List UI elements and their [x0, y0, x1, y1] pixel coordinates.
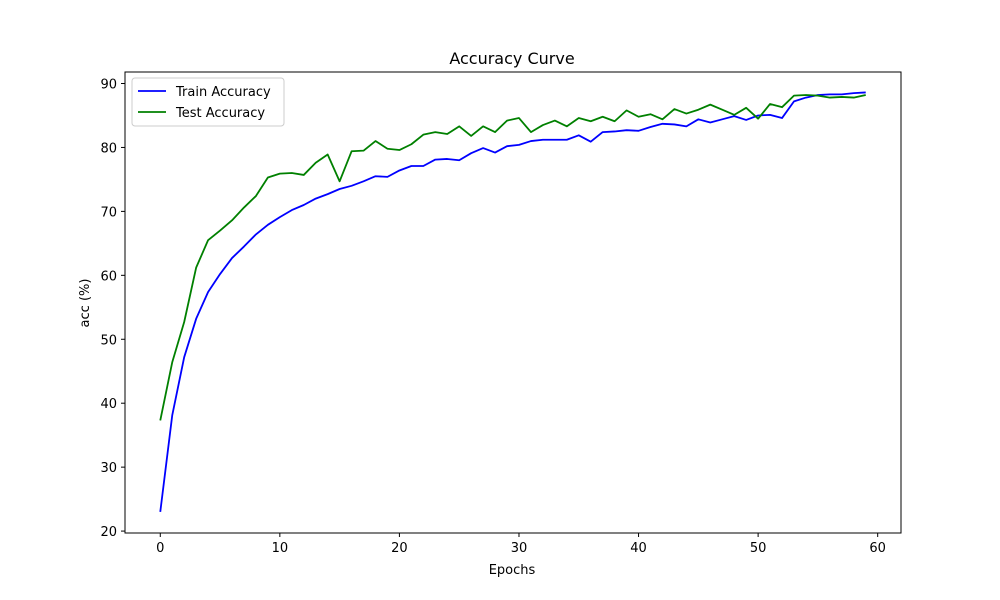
plot-frame	[124, 71, 902, 534]
y-tick-label: 80	[100, 141, 117, 156]
legend: Train Accuracy Test Accuracy	[131, 77, 285, 127]
legend-box	[131, 77, 285, 127]
x-tick-label: 30	[511, 541, 528, 556]
series-lines	[159, 91, 866, 513]
series-line-train-accuracy	[159, 91, 866, 513]
legend-label: Train Accuracy	[175, 85, 271, 100]
x-axis-label: Epochs	[489, 563, 536, 578]
x-tick-label: 40	[630, 541, 647, 556]
plot-area	[125, 72, 901, 533]
x-axis-ticks: 0 10 20 30 40 50 60	[156, 533, 886, 556]
y-tick-label: 30	[100, 461, 117, 476]
y-tick-label: 90	[100, 78, 117, 93]
x-tick-label: 60	[869, 541, 886, 556]
y-axis-ticks: 20 30 40 50 60 70 80 90	[100, 78, 125, 540]
y-tick-label: 60	[100, 269, 117, 284]
y-tick-label: 40	[100, 397, 117, 412]
series-line-test-accuracy	[159, 94, 866, 421]
chart-title: Accuracy Curve	[449, 49, 574, 68]
legend-label: Test Accuracy	[175, 106, 265, 121]
x-tick-label: 0	[156, 541, 164, 556]
y-axis-label: acc (%)	[78, 279, 93, 328]
x-tick-label: 50	[750, 541, 767, 556]
x-tick-label: 10	[272, 541, 289, 556]
y-tick-label: 70	[100, 205, 117, 220]
y-tick-label: 50	[100, 333, 117, 348]
y-tick-label: 20	[100, 525, 117, 540]
x-tick-label: 20	[391, 541, 408, 556]
